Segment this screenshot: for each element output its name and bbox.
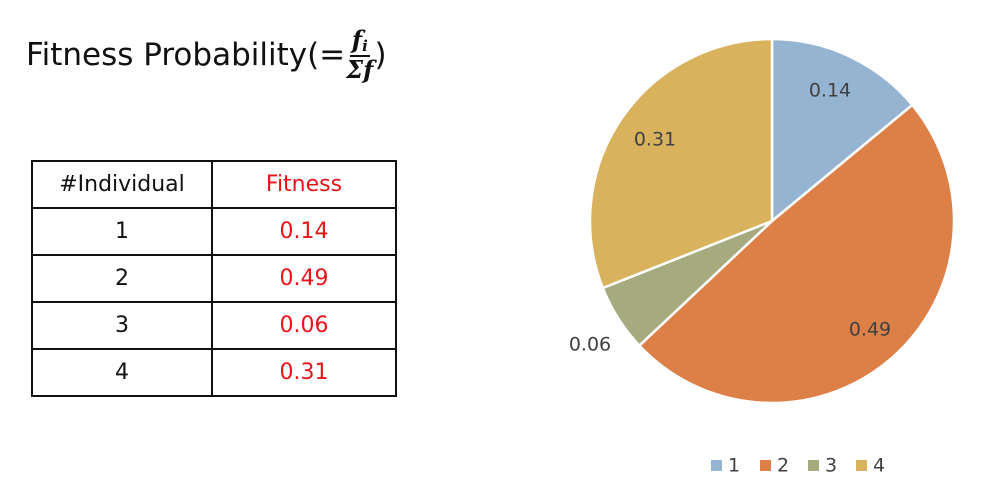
- pie-slice-4: [588, 37, 774, 290]
- table-header-row: #Individual Fitness: [31, 160, 397, 209]
- data-label-1: 0.14: [809, 80, 851, 102]
- individual-cell: 3: [31, 301, 213, 350]
- data-label-2: 0.49: [849, 319, 891, 341]
- legend-label-3: 3: [825, 455, 837, 477]
- legend-swatch-2: [760, 460, 771, 471]
- legend-swatch-4: [856, 460, 867, 471]
- legend-label-2: 2: [777, 455, 789, 477]
- fitness-cell: 0.49: [211, 254, 397, 303]
- fraction-numerator: fi: [349, 25, 370, 57]
- fitness-cell: 0.06: [211, 301, 397, 350]
- page-title: Fitness Probability(= fi Σf ): [26, 28, 387, 82]
- data-label-3: 0.06: [569, 334, 611, 356]
- table-row: 1 0.14: [31, 207, 397, 256]
- title-text: Fitness Probability(=: [26, 37, 346, 73]
- chart-legend: 1 2 3 4: [711, 455, 885, 477]
- table-row: 4 0.31: [31, 348, 397, 397]
- table-row: 3 0.06: [31, 301, 397, 350]
- pie-slice-2: [637, 103, 956, 405]
- data-label-4: 0.31: [634, 129, 676, 151]
- legend-label-4: 4: [873, 455, 885, 477]
- table-row: 2 0.49: [31, 254, 397, 303]
- fitness-cell: 0.31: [211, 348, 397, 397]
- legend-swatch-1: [711, 460, 722, 471]
- header-fitness: Fitness: [211, 160, 397, 209]
- individual-cell: 1: [31, 207, 213, 256]
- pie-slice-1: [770, 37, 914, 224]
- title-close-paren: ): [374, 37, 387, 73]
- fitness-table: #Individual Fitness 1 0.14 2 0.49 3 0.06…: [31, 160, 397, 397]
- fitness-cell: 0.14: [211, 207, 397, 256]
- fraction-denominator: Σf: [346, 55, 374, 84]
- individual-cell: 4: [31, 348, 213, 397]
- fitness-fraction: fi Σf: [346, 28, 373, 82]
- legend-label-1: 1: [728, 455, 740, 477]
- individual-cell: 2: [31, 254, 213, 303]
- legend-swatch-3: [808, 460, 819, 471]
- header-individual: #Individual: [31, 160, 213, 209]
